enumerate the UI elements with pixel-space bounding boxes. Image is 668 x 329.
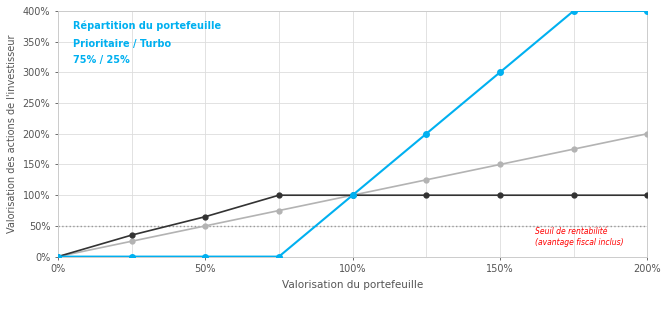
Text: 75% / 25%: 75% / 25%	[73, 55, 130, 65]
Text: Seuil de rentabilité
(avantage fiscal inclus): Seuil de rentabilité (avantage fiscal in…	[535, 227, 624, 246]
Y-axis label: Valorisation des actions de l'investisseur: Valorisation des actions de l'investisse…	[7, 35, 17, 233]
Text: Prioritaire / Turbo: Prioritaire / Turbo	[73, 38, 171, 49]
Text: Répartition du portefeuille: Répartition du portefeuille	[73, 20, 220, 31]
X-axis label: Valorisation du portefeuille: Valorisation du portefeuille	[282, 280, 424, 290]
